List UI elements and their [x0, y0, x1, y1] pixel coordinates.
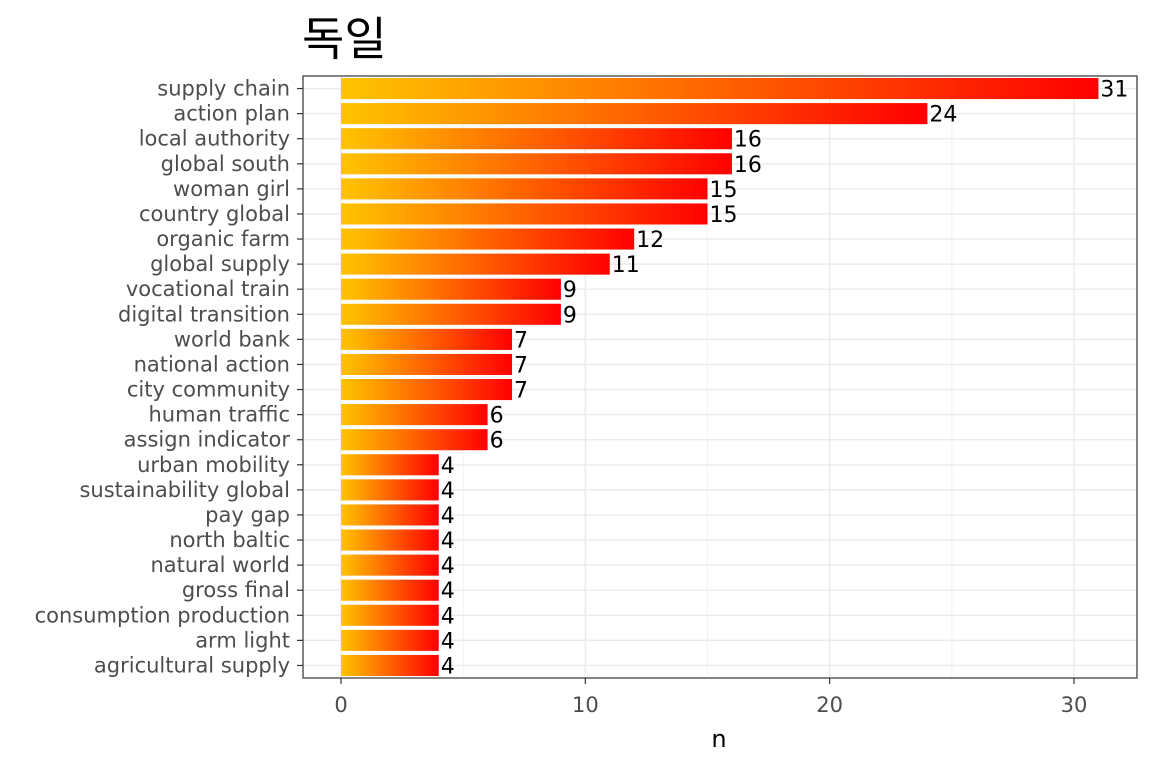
plot-panel-border	[302, 75, 1138, 679]
data-label: 16	[734, 153, 762, 178]
data-label: 7	[514, 328, 528, 353]
bar	[341, 454, 439, 476]
data-label: 11	[612, 253, 640, 278]
y-tick-label: pay gap	[205, 503, 290, 527]
y-tick-label: organic farm	[156, 227, 290, 251]
y-tick-label: global supply	[150, 252, 290, 276]
y-tick-label: local authority	[139, 127, 290, 151]
y-tick-label: supply chain	[157, 77, 290, 101]
y-tick-label: vocational train	[126, 277, 290, 301]
x-tick-label: 20	[816, 693, 843, 717]
data-label: 12	[636, 228, 664, 253]
x-axis-label: n	[711, 725, 726, 753]
x-axis-ticks: 0 10 20 30	[334, 678, 1087, 717]
bar	[341, 278, 561, 300]
y-tick-label: sustainability global	[79, 478, 290, 502]
data-label: 15	[710, 203, 738, 228]
y-tick-label: assign indicator	[124, 428, 291, 452]
y-tick-label: north baltic	[169, 528, 290, 552]
data-label: 7	[514, 379, 528, 404]
y-tick-label: consumption production	[35, 603, 290, 627]
bar	[341, 379, 513, 401]
data-label: 24	[929, 103, 957, 128]
x-tick-label: 30	[1061, 693, 1088, 717]
data-label: 4	[441, 529, 455, 554]
bar	[341, 554, 439, 576]
y-tick-label: world bank	[174, 327, 291, 351]
data-label: 9	[563, 278, 577, 303]
data-label: 4	[441, 629, 455, 654]
y-tick-label: global south	[161, 152, 290, 176]
data-label: 16	[734, 128, 762, 153]
bar	[341, 529, 439, 551]
y-tick-label: digital transition	[118, 302, 290, 326]
bar	[341, 579, 439, 601]
bar	[341, 429, 488, 451]
chart-title: 독일	[302, 12, 387, 66]
bar	[341, 203, 708, 225]
y-tick-label: action plan	[173, 102, 290, 126]
x-tick-label: 0	[334, 693, 347, 717]
bars	[341, 78, 1099, 676]
bar	[341, 604, 439, 626]
bar	[341, 504, 439, 526]
y-tick-label: human traffic	[148, 403, 290, 427]
bar	[341, 103, 928, 125]
data-label: 4	[441, 479, 455, 504]
data-label: 4	[441, 604, 455, 629]
bar	[341, 78, 1099, 100]
bar	[341, 654, 439, 676]
y-tick-label: arm light	[195, 628, 290, 652]
y-tick-label: urban mobility	[137, 453, 290, 477]
y-tick-label: city community	[127, 378, 290, 402]
bar	[341, 404, 488, 426]
bar	[341, 629, 439, 651]
y-tick-label: natural world	[150, 553, 290, 577]
bar	[341, 228, 635, 250]
data-label: 7	[514, 353, 528, 378]
data-label: 6	[490, 404, 504, 429]
data-label: 6	[490, 429, 504, 454]
x-tick-label: 10	[572, 693, 599, 717]
bar	[341, 178, 708, 200]
bar	[341, 303, 561, 325]
bar	[341, 128, 732, 150]
data-label: 4	[441, 579, 455, 604]
y-tick-label: agricultural supply	[94, 653, 290, 677]
y-tick-label: country global	[139, 202, 290, 226]
data-label: 15	[710, 178, 738, 203]
bar	[341, 479, 439, 501]
data-label: 9	[563, 303, 577, 328]
bar	[341, 328, 513, 350]
data-label: 31	[1100, 78, 1128, 103]
bar	[341, 253, 610, 275]
data-label: 4	[441, 554, 455, 579]
y-tick-label: gross final	[182, 578, 290, 602]
data-label: 4	[441, 454, 455, 479]
y-tick-label: woman girl	[173, 177, 290, 201]
data-label: 4	[441, 504, 455, 529]
bar	[341, 153, 732, 175]
data-label: 4	[441, 654, 455, 679]
bar	[341, 353, 513, 375]
y-tick-label: national action	[134, 352, 290, 376]
